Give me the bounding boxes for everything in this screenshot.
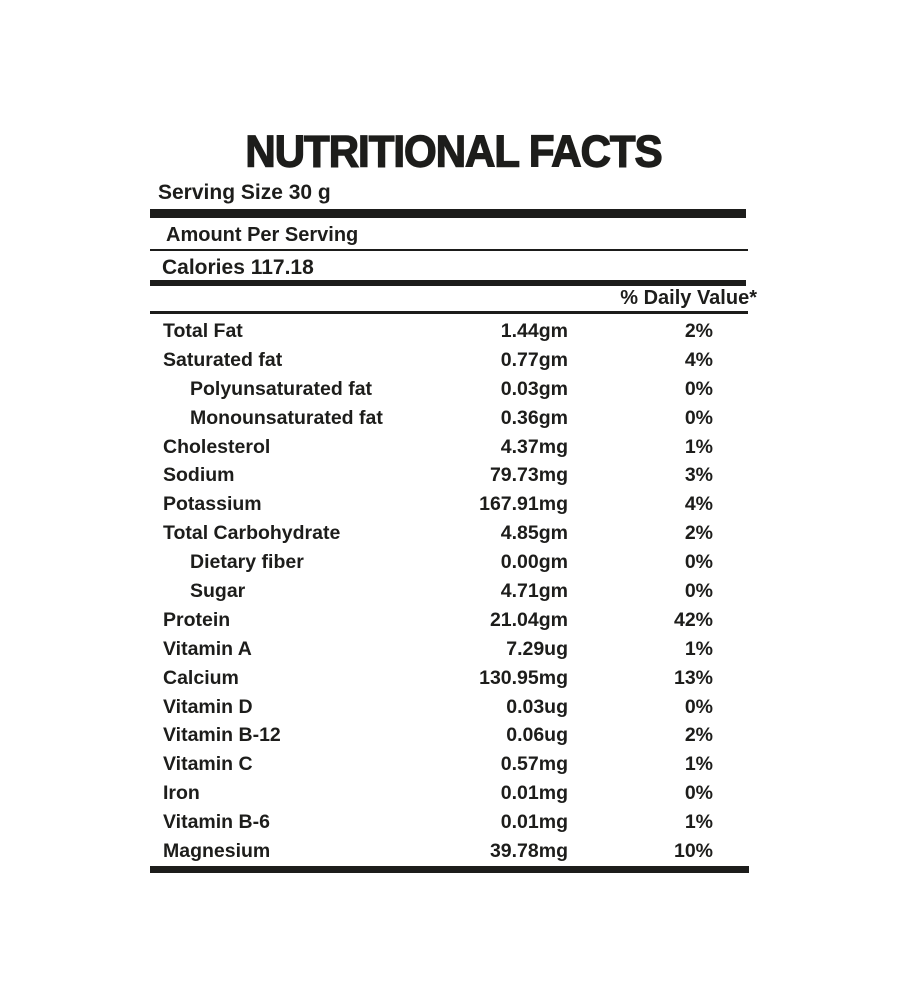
nutrient-name: Vitamin D <box>163 695 253 718</box>
table-row: Calcium 130.95mg 13% <box>150 664 745 693</box>
table-row: Polyunsaturated fat 0.03gm 0% <box>150 375 745 404</box>
nutrient-name: Total Carbohydrate <box>163 522 341 545</box>
nutrient-daily-value: 2% <box>684 319 713 342</box>
nutrient-amount: 0.06ug <box>506 724 568 747</box>
nutrient-daily-value: 2% <box>684 724 713 747</box>
nutrient-amount: 79.73mg <box>489 464 568 487</box>
daily-value-header: % Daily Value* <box>620 287 757 309</box>
nutrient-amount: 0.01mg <box>500 811 568 834</box>
nutrient-daily-value: 0% <box>684 782 713 805</box>
table-row: Saturated fat 0.77gm 4% <box>150 346 745 375</box>
nutrient-name: Iron <box>163 782 200 805</box>
table-row: Monounsaturated fat 0.36gm 0% <box>150 404 745 433</box>
divider-thick-bottom <box>150 866 749 873</box>
nutrient-name: Vitamin B-6 <box>163 811 270 834</box>
divider-thin <box>150 249 748 251</box>
table-row: Vitamin B-12 0.06ug 2% <box>150 721 745 750</box>
nutrient-daily-value: 42% <box>673 608 713 631</box>
table-row: Vitamin D 0.03ug 0% <box>150 693 745 722</box>
nutrient-name: Polyunsaturated fat <box>190 377 373 400</box>
table-row: Vitamin C 0.57mg 1% <box>150 750 745 779</box>
nutrient-amount: 0.77gm <box>500 348 568 371</box>
nutrient-name: Protein <box>163 608 231 631</box>
divider-thick-middle <box>150 280 746 286</box>
nutrient-name: Calcium <box>163 666 239 689</box>
nutrient-amount: 4.71gm <box>500 579 568 602</box>
calories-text: Calories 117.18 <box>162 256 314 279</box>
nutrient-name: Total Fat <box>163 319 243 342</box>
nutrient-name: Sodium <box>163 464 235 487</box>
nutrient-name: Potassium <box>163 493 262 516</box>
nutrient-daily-value: 3% <box>684 464 713 487</box>
serving-size-text: Serving Size 30 g <box>158 181 331 204</box>
nutrient-amount: 1.44gm <box>500 319 568 342</box>
nutrient-daily-value: 1% <box>684 637 713 660</box>
label-title: NUTRITIONAL FACTS <box>245 125 664 176</box>
nutrition-label: NUTRITIONAL FACTS Serving Size 30 g Amou… <box>150 0 757 1000</box>
nutrient-amount: 4.37mg <box>500 435 568 458</box>
amount-per-serving-text: Amount Per Serving <box>166 224 359 246</box>
table-row: Dietary fiber 0.00gm 0% <box>150 548 745 577</box>
table-row: Sodium 79.73mg 3% <box>150 461 745 490</box>
nutrient-daily-value: 0% <box>684 406 713 429</box>
nutrient-amount: 0.03ug <box>506 695 568 718</box>
nutrient-daily-value: 4% <box>684 348 713 371</box>
table-row: Vitamin A 7.29ug 1% <box>150 635 745 664</box>
nutrient-amount: 7.29ug <box>506 637 568 660</box>
nutrient-amount: 167.91mg <box>479 493 568 516</box>
nutrient-amount: 130.95mg <box>479 666 568 689</box>
nutrient-name: Vitamin B-12 <box>163 724 281 747</box>
nutrient-amount: 4.85gm <box>500 522 568 545</box>
nutrient-name: Saturated fat <box>163 348 283 371</box>
nutrient-amount: 0.01mg <box>500 782 568 805</box>
nutrient-name: Magnesium <box>163 839 271 862</box>
nutrient-amount: 21.04gm <box>489 608 568 631</box>
nutrient-daily-value: 1% <box>684 435 713 458</box>
nutrient-name: Vitamin C <box>163 753 253 776</box>
nutrient-daily-value: 10% <box>673 839 713 862</box>
nutrient-daily-value: 1% <box>684 753 713 776</box>
nutrient-daily-value: 4% <box>684 493 713 516</box>
nutrient-daily-value: 0% <box>684 377 713 400</box>
nutrient-daily-value: 1% <box>684 811 713 834</box>
nutrient-amount: 0.57mg <box>500 753 568 776</box>
nutrient-daily-value: 13% <box>673 666 713 689</box>
divider-medium <box>150 311 748 314</box>
table-row: Magnesium 39.78mg 10% <box>150 837 745 866</box>
nutrient-name: Sugar <box>190 579 246 602</box>
nutrient-amount: 0.03gm <box>500 377 568 400</box>
nutrient-daily-value: 0% <box>684 695 713 718</box>
table-row: Potassium 167.91mg 4% <box>150 490 745 519</box>
table-row: Iron 0.01mg 0% <box>150 779 745 808</box>
nutrient-name: Monounsaturated fat <box>190 406 383 429</box>
divider-thick-top <box>150 209 746 218</box>
table-row: Protein 21.04gm 42% <box>150 606 745 635</box>
nutrient-name: Vitamin A <box>163 637 252 660</box>
table-row: Sugar 4.71gm 0% <box>150 577 745 606</box>
table-row: Total Carbohydrate 4.85gm 2% <box>150 519 745 548</box>
nutrient-daily-value: 2% <box>684 522 713 545</box>
nutrient-name: Dietary fiber <box>190 551 304 574</box>
nutrient-amount: 0.00gm <box>500 551 568 574</box>
table-row: Cholesterol 4.37mg 1% <box>150 433 745 462</box>
nutrient-table: Total Fat 1.44gm 2% Saturated fat 0.77gm 4% Po… <box>150 317 745 866</box>
nutrient-name: Cholesterol <box>163 435 271 458</box>
nutrient-amount: 39.78mg <box>489 839 568 862</box>
nutrient-amount: 0.36gm <box>500 406 568 429</box>
table-row: Vitamin B-6 0.01mg 1% <box>150 808 745 837</box>
table-row: Total Fat 1.44gm 2% <box>150 317 745 346</box>
nutrient-daily-value: 0% <box>684 579 713 602</box>
nutrient-daily-value: 0% <box>684 551 713 574</box>
